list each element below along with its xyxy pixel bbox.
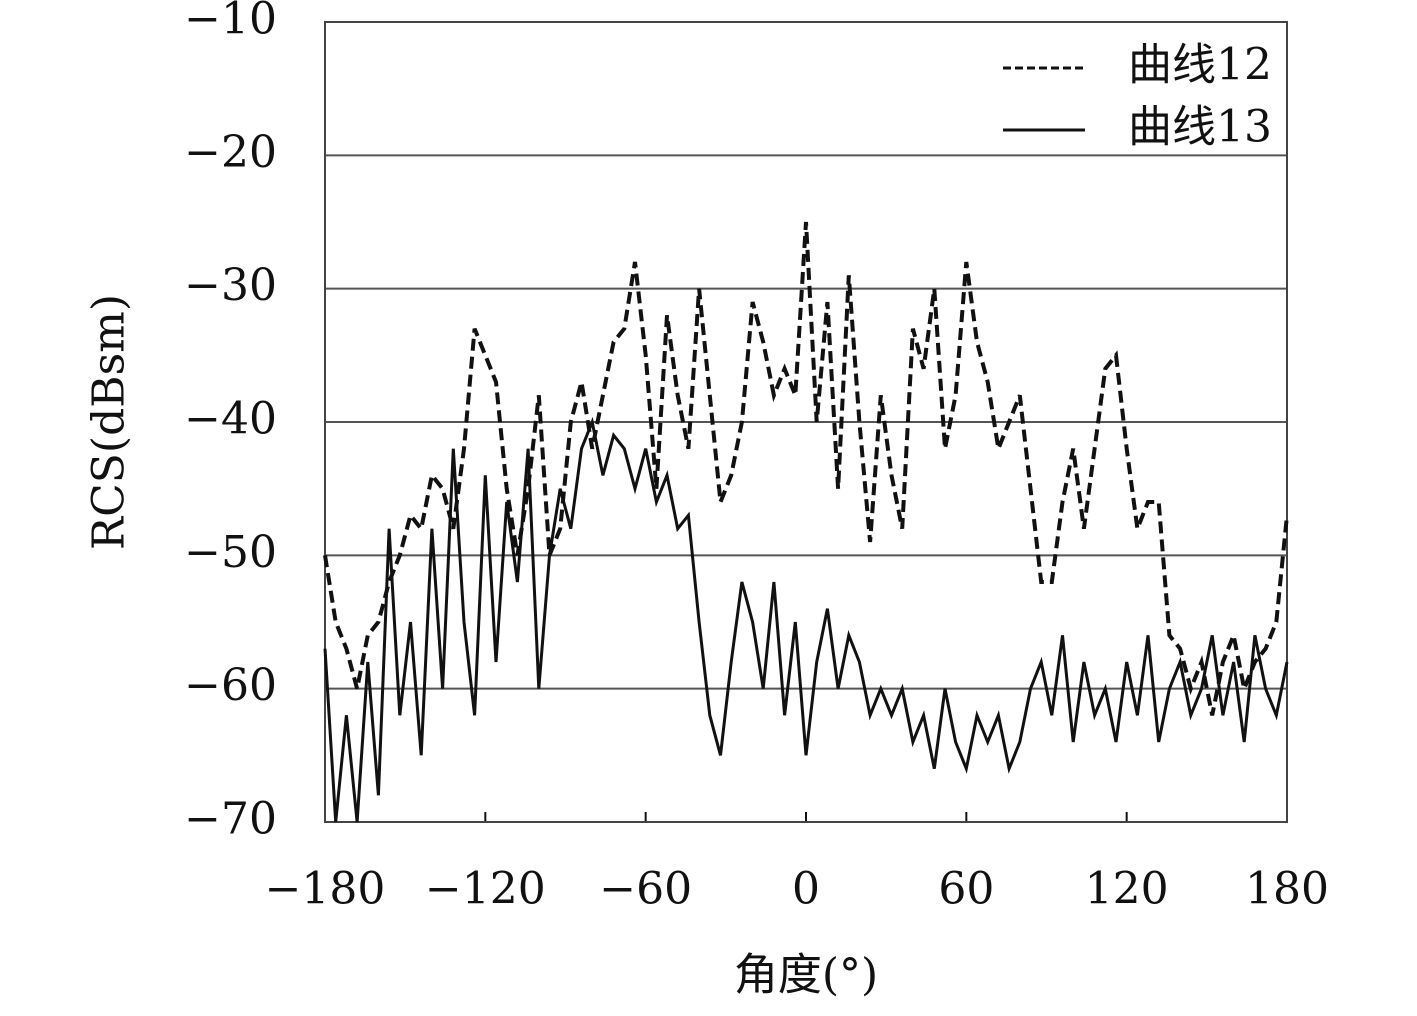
x-tick-label: 120 [1085, 864, 1169, 915]
y-tick-label: −60 [184, 660, 277, 711]
x-tick-label: 60 [938, 864, 994, 915]
y-tick-label: −10 [184, 0, 277, 45]
plot-frame [324, 21, 1288, 823]
y-tick-label: −20 [184, 127, 277, 178]
x-axis-label: 角度(°) [734, 950, 878, 1001]
legend-label: 曲线13 [1128, 102, 1272, 153]
x-tick-label: 180 [1245, 864, 1329, 915]
data-line [323, 221, 1289, 716]
x-tick-label: −180 [265, 864, 386, 915]
data-line [323, 416, 1289, 823]
y-tick-label: −50 [184, 527, 277, 578]
x-tick-label: 0 [792, 864, 820, 915]
y-axis-label: RCS(dBsm) [84, 294, 135, 550]
legend-label: 曲线12 [1128, 40, 1272, 91]
x-tick-label: −60 [599, 864, 692, 915]
y-tick-label: −40 [184, 394, 277, 445]
y-tick-label: −70 [184, 794, 277, 845]
x-tick-label: −120 [425, 864, 546, 915]
y-tick-label: −30 [184, 260, 277, 311]
